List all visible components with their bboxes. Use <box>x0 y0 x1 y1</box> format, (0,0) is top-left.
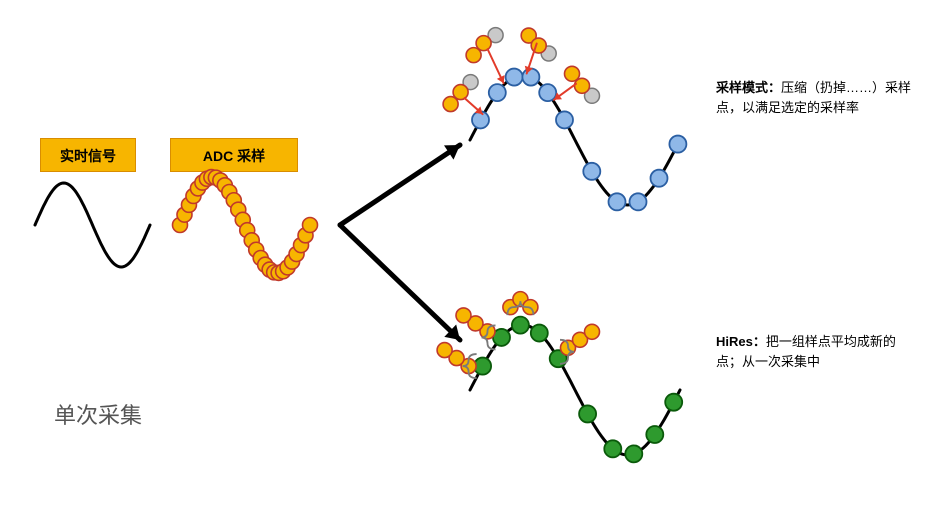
lower-group-1 <box>456 308 496 350</box>
diagram-svg <box>0 0 931 514</box>
lower-group-2 <box>503 292 538 316</box>
upper-group-0 <box>443 75 483 115</box>
lower-group-0 <box>437 343 477 379</box>
branch-arrow-lower <box>340 225 460 340</box>
adc-wave-dots <box>173 170 318 281</box>
branch-arrow-upper <box>340 145 460 225</box>
realtime-wave <box>35 183 150 267</box>
upper-group-3 <box>554 66 600 103</box>
upper-group-2 <box>521 28 556 74</box>
